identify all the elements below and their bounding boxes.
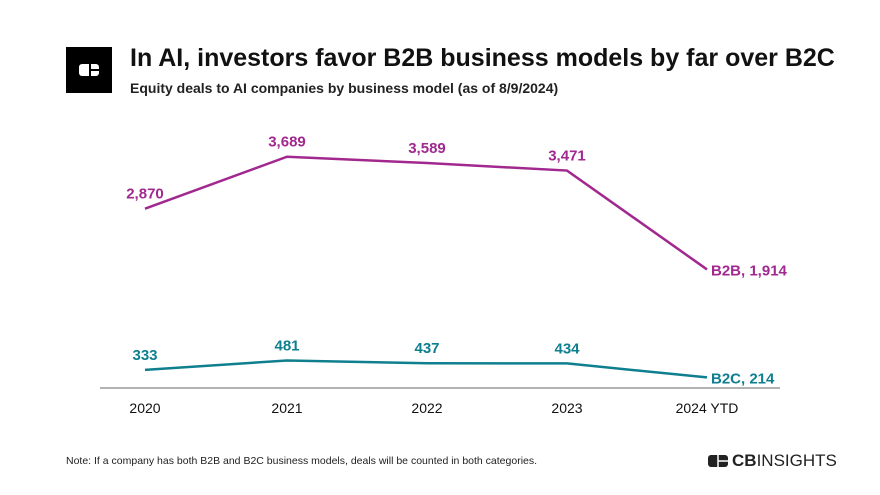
x-tick-label: 2021: [271, 400, 302, 416]
chart-subtitle: Equity deals to AI companies by business…: [130, 80, 559, 96]
data-label: 481: [274, 337, 299, 354]
data-label: B2B, 1,914: [711, 262, 788, 279]
data-label: 3,589: [408, 140, 446, 157]
x-tick-label: 2024 YTD: [676, 400, 739, 416]
data-label: 2,870: [126, 186, 164, 203]
brand-bold: CB: [732, 451, 757, 470]
x-tick-label: 2022: [411, 400, 442, 416]
data-label: 3,471: [548, 148, 586, 165]
footnote: Note: If a company has both B2B and B2C …: [66, 455, 538, 467]
cb-insights-brand: CBINSIGHTS: [708, 451, 837, 471]
chart-title: In AI, investors favor B2B business mode…: [130, 44, 835, 72]
x-tick-label: 2020: [129, 400, 160, 416]
data-label: B2C, 214: [711, 370, 775, 387]
x-tick-label: 2023: [551, 400, 582, 416]
data-label: 3,689: [268, 134, 306, 151]
series-line-b2b: [144, 155, 708, 271]
data-label: 434: [554, 340, 580, 357]
cb-logo-icon: [66, 47, 112, 93]
brand-light: INSIGHTS: [756, 451, 837, 470]
data-label: 437: [414, 340, 439, 357]
cb-brand-icon: [708, 455, 728, 467]
data-label: 333: [132, 347, 157, 364]
series-line-b2c: [144, 359, 708, 379]
